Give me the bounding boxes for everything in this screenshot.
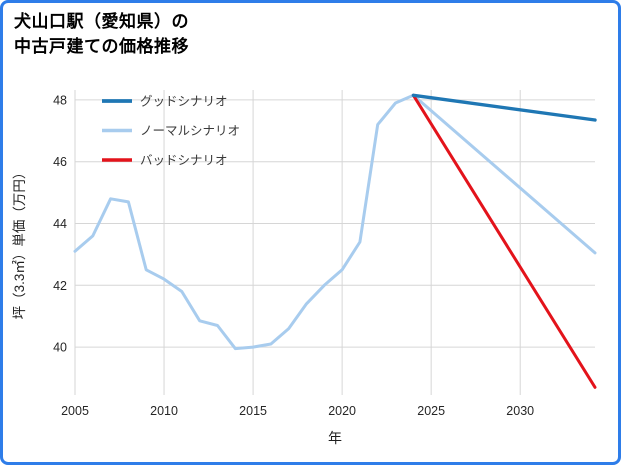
x-tick-label: 2025 [417,404,445,418]
chart-canvas: 2005 2010 2015 2020 2025 2030 40 42 44 46 48 年 坪（3.3… [12,90,597,446]
y-tick-label: 44 [53,217,67,231]
legend-label-2: バッドシナリオ [140,154,228,168]
y-tick-label: 40 [53,341,67,355]
series-line-0 [411,93,597,122]
series-line-1 [73,93,597,351]
y-tick-label: 42 [53,279,67,293]
legend-label-1: ノーマルシナリオ [140,124,240,138]
x-axis-label: 年 [328,430,342,446]
chart-title: 犬山口駅（愛知県）の 中古戸建ての価格推移 [14,9,189,59]
chart-title-line1: 犬山口駅（愛知県）の [14,12,189,31]
x-tick-label: 2030 [506,404,534,418]
y-tick-label: 46 [53,155,67,169]
x-tick-label: 2010 [150,404,178,418]
x-tick-label: 2015 [239,404,267,418]
x-tick-label: 2005 [61,404,89,418]
legend-label-0: グッドシナリオ [140,95,228,109]
y-tick-label: 48 [53,93,67,107]
series-line-2 [411,93,597,389]
chart-title-line2: 中古戸建ての価格推移 [14,37,189,56]
y-axis-label: 坪（3.3㎡）単価（万円） [12,166,27,320]
x-tick-label: 2020 [328,404,356,418]
